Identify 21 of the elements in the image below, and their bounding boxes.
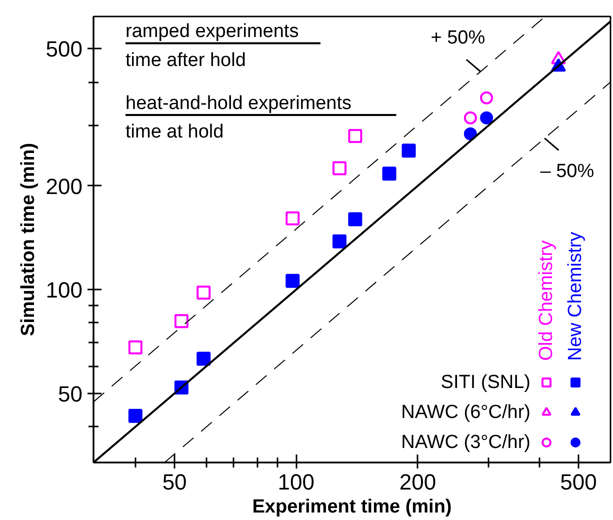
annotation: time at hold bbox=[126, 122, 224, 143]
annotation: ramped experiments bbox=[126, 20, 299, 42]
y-tick-label: 100 bbox=[46, 278, 83, 303]
annotation: Old Chemistry bbox=[536, 240, 557, 361]
y-tick-label: 500 bbox=[46, 36, 83, 62]
legend-label: SITI (SNL) bbox=[440, 372, 531, 394]
annotation: heat-and-hold experiments bbox=[126, 92, 352, 114]
x-tick-label: 200 bbox=[399, 470, 436, 494]
y-tick-label: 50 bbox=[58, 381, 83, 406]
x-tick-label: 50 bbox=[162, 470, 187, 494]
y-tick-label: 200 bbox=[46, 174, 83, 199]
x-tick-label: 500 bbox=[560, 470, 597, 494]
x-axis-title: Experiment time (min) bbox=[252, 496, 452, 518]
y-axis-title: Simulation time (min) bbox=[18, 142, 39, 336]
annotation: time after hold bbox=[126, 50, 246, 71]
legend-label: NAWC (6°C/hr) bbox=[401, 402, 531, 424]
annotation: + 50% bbox=[430, 28, 486, 49]
legend-label: NAWC (3°C/hr) bbox=[401, 432, 531, 454]
annotation: New Chemistry bbox=[565, 231, 586, 361]
x-tick-label: 100 bbox=[278, 470, 315, 494]
annotation: – 50% bbox=[540, 161, 594, 182]
